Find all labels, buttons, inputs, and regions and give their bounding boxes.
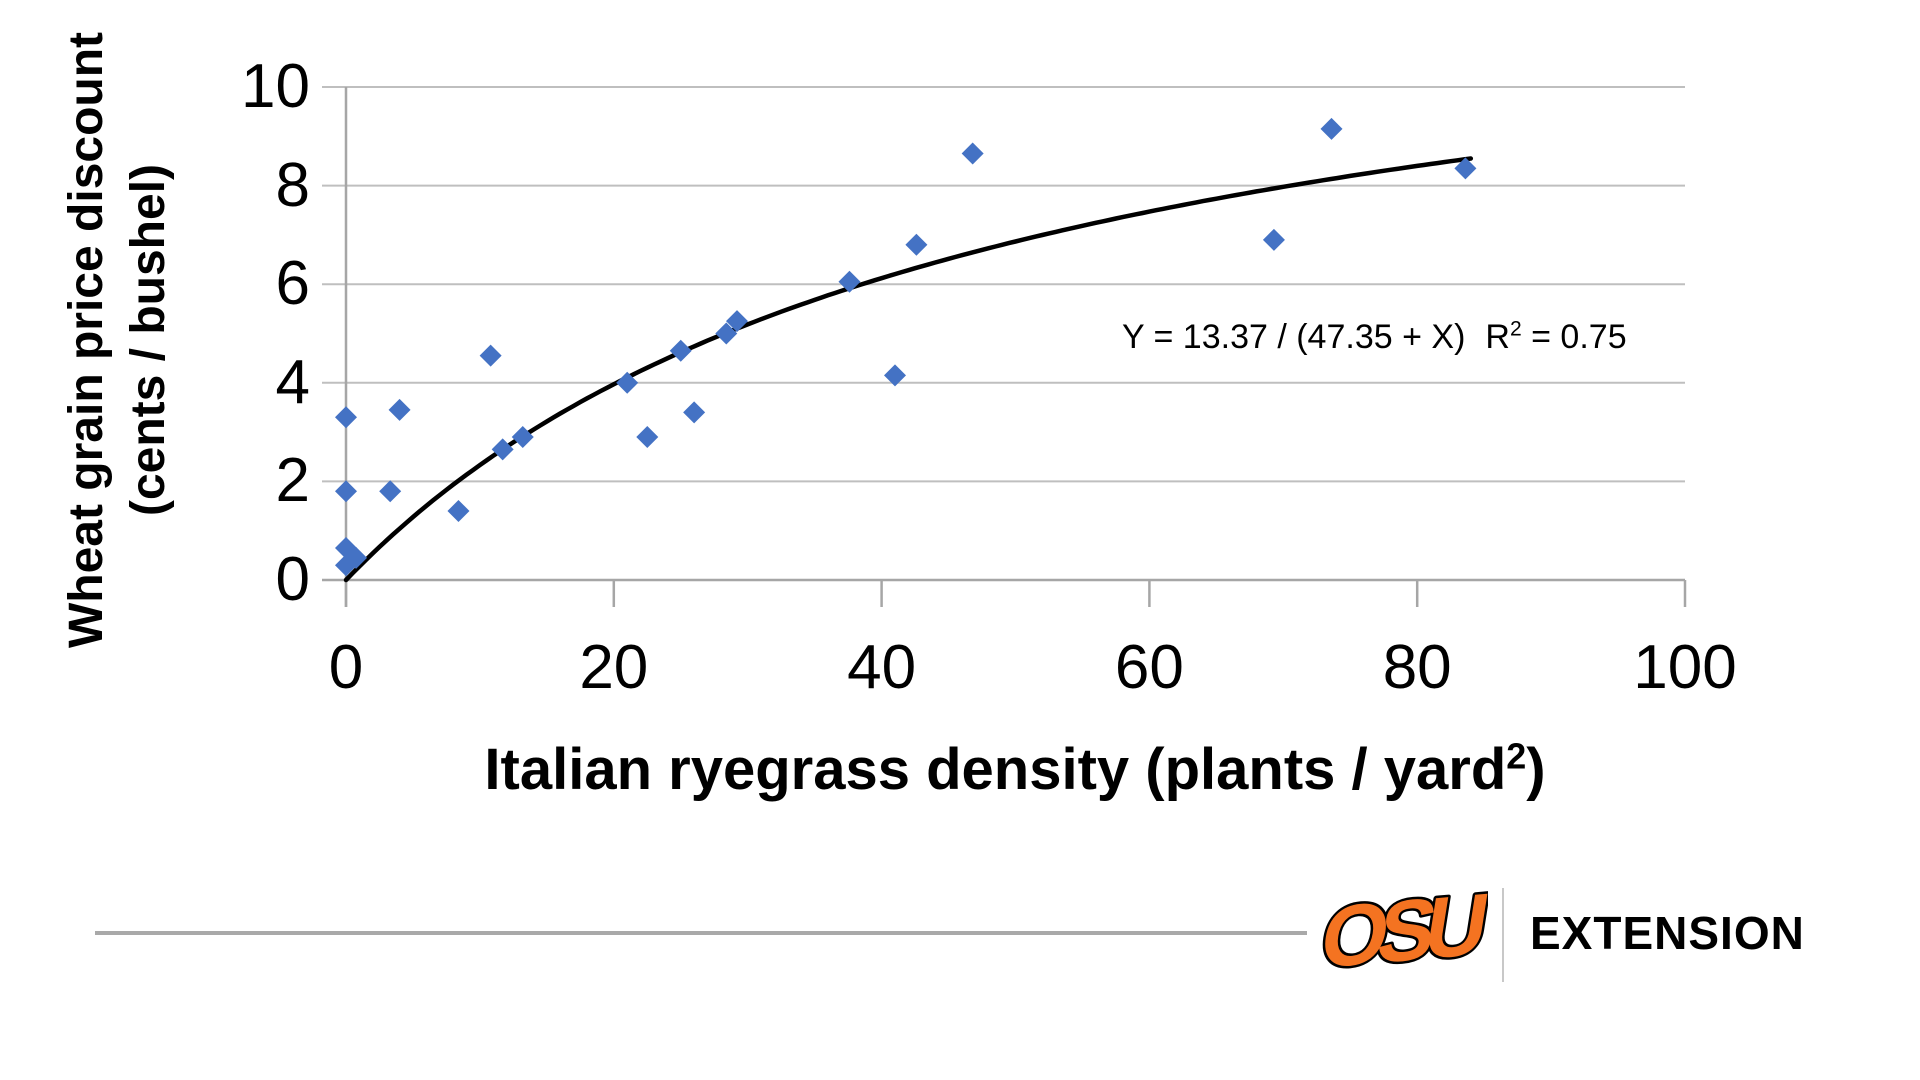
x-tick-label-80: 80 [1382, 633, 1452, 702]
data-point-diamond [636, 426, 659, 449]
x-tick-label-20: 20 [579, 633, 649, 702]
osu-logo: OSU [1312, 882, 1488, 988]
data-point-diamond [961, 142, 984, 165]
r-squared-sup: 2 [1509, 317, 1522, 341]
x-tick-label-40: 40 [847, 633, 917, 702]
data-point-diamond [335, 406, 357, 429]
data-point-diamond [725, 310, 748, 333]
x-axis-title-text: Italian ryegrass density (plants / yard [484, 737, 1507, 802]
data-point-diamond [669, 339, 692, 362]
data-point-diamond [479, 344, 502, 367]
y-axis-title-line2: (cents / bushel) [122, 163, 175, 517]
r-squared-label: R2 = 0.75 [1485, 318, 1626, 356]
data-point-diamond [683, 401, 706, 424]
y-axis-title: Wheat grain price discount (cents / bush… [56, 0, 180, 690]
x-axis-title-superscript: 2 [1506, 735, 1527, 777]
osu-logo-text: OSU [1314, 882, 1488, 987]
data-point-diamond [345, 546, 368, 569]
data-point-diamond [838, 270, 861, 293]
data-point-diamond [1262, 228, 1285, 251]
r-squared-value: = 0.75 [1521, 318, 1627, 356]
data-point-diamond [447, 499, 470, 522]
trendline-curve [343, 156, 1474, 583]
x-tick-label-60: 60 [1114, 633, 1184, 702]
data-point-diamond [715, 322, 738, 345]
data-point-diamond [905, 233, 928, 256]
y-tick-label-8: 8 [275, 150, 310, 220]
data-point-diamond [388, 398, 411, 421]
data-point-diamond [616, 371, 639, 394]
y-tick-label-4: 4 [275, 347, 310, 417]
data-point-diamond [1454, 157, 1477, 180]
r-squared-r: R [1485, 318, 1510, 356]
x-tick-label-0: 0 [328, 633, 364, 702]
y-tick-label-10: 10 [241, 52, 310, 121]
y-tick-label-6: 6 [275, 249, 310, 319]
data-point-diamond [379, 480, 402, 503]
data-point-diamond [1320, 117, 1343, 140]
y-axis-title-line1: Wheat grain price discount [60, 31, 113, 649]
x-axis-title: Italian ryegrass density (plants / yard2… [315, 736, 1715, 803]
extension-wordmark: EXTENSION [1530, 907, 1805, 959]
y-tick-label-0: 0 [275, 545, 310, 614]
data-point-diamond [511, 426, 534, 449]
trendline-equation: Y = 13.37 / (47.35 + X) R2 = 0.75 [1122, 318, 1627, 357]
logo-separator-line [1502, 888, 1504, 982]
data-point-diamond [491, 438, 514, 461]
x-tick-label-100: 100 [1633, 633, 1737, 702]
scatter-plot [322, 86, 1687, 607]
data-point-diamond [883, 364, 906, 387]
data-point-diamond [335, 554, 357, 577]
equation-text: Y = 13.37 / (47.35 + X) [1122, 318, 1466, 356]
data-point-diamond [335, 480, 357, 503]
x-axis-title-suffix: ) [1526, 737, 1546, 802]
y-tick-label-2: 2 [275, 446, 310, 516]
footer-divider-line [95, 931, 1307, 935]
